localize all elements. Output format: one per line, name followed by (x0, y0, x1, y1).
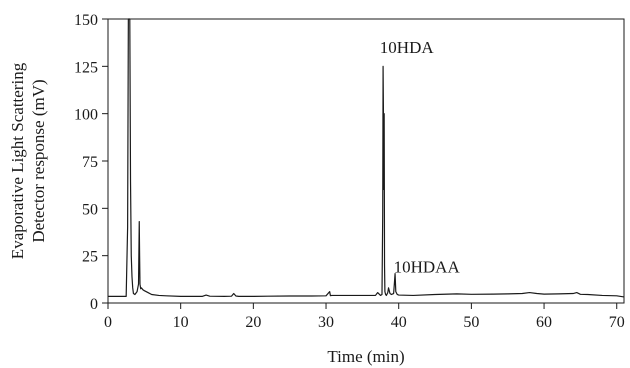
x-tick-label: 20 (245, 314, 261, 331)
x-tick-label: 60 (536, 314, 552, 331)
y-tick-label: 50 (82, 201, 98, 218)
chromatogram-trace (108, 18, 625, 298)
axis-ticks: 0 10 20 30 40 50 60 70 0 25 50 75 100 125 150 (74, 12, 625, 331)
peak-annotations: 10HDA 10HDAA (380, 38, 461, 277)
x-tick-label: 40 (391, 314, 407, 331)
x-tick-label: 50 (463, 314, 479, 331)
plot-frame (107, 18, 625, 304)
x-tick-label: 30 (318, 314, 334, 331)
trace-layer (108, 18, 625, 298)
y-tick-label: 125 (74, 59, 98, 76)
y-axis-label-line-2: Detector response (mV) (29, 79, 48, 242)
y-tick-label: 25 (82, 249, 98, 266)
y-tick-label: 100 (74, 107, 98, 124)
y-axis-label-line-1: Evaporative Light Scattering (8, 62, 27, 259)
y-tick-label: 150 (74, 12, 98, 29)
peak-label: 10HDAA (394, 258, 461, 277)
y-tick-label: 75 (82, 154, 98, 171)
x-tick-label: 10 (173, 314, 189, 331)
x-tick-label: 0 (104, 314, 112, 331)
y-tick-label: 0 (90, 296, 98, 313)
x-tick-label: 70 (609, 314, 625, 331)
peak-label: 10HDA (380, 38, 435, 57)
x-axis-label: Time (min) (327, 347, 404, 366)
